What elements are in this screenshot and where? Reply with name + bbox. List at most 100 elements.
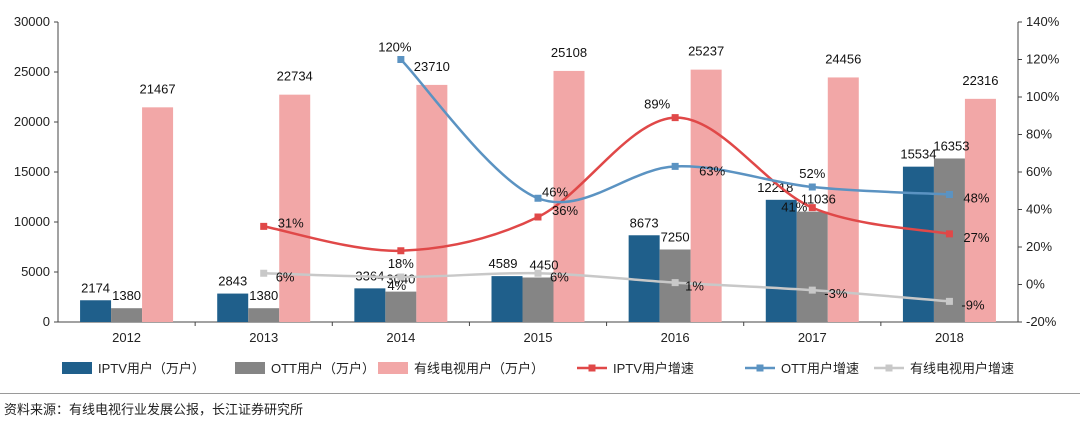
line-point-marker [945, 297, 953, 305]
line-value-label: 48% [963, 191, 989, 206]
bar-value-label: 1380 [249, 288, 278, 303]
left-tick-label: 25000 [14, 64, 50, 79]
line-value-label: 1% [685, 279, 704, 294]
bar-1 [765, 199, 797, 322]
bar-value-label: 25237 [688, 44, 724, 59]
legend-marker [756, 364, 764, 372]
x-tick-label: 2016 [661, 330, 690, 345]
line-point-marker [260, 222, 268, 230]
line-value-label: 4% [387, 278, 406, 293]
right-tick-label: 40% [1026, 202, 1052, 217]
bar-1 [80, 300, 112, 322]
right-tick-label: 140% [1026, 14, 1060, 29]
bar-3 [142, 107, 174, 322]
left-tick-label: 5000 [21, 264, 50, 279]
line-point-marker [945, 230, 953, 238]
bar-value-label: 4450 [530, 258, 559, 273]
line-point-marker [397, 247, 405, 255]
bar-2 [796, 211, 828, 322]
bar-3 [964, 98, 996, 322]
line-value-label: 36% [552, 203, 578, 218]
bar-3 [827, 77, 859, 322]
line-value-label: 31% [278, 215, 304, 230]
line-value-label: -9% [961, 297, 985, 312]
bar-1 [354, 288, 386, 322]
legend-label: OTT用户（万户） [271, 361, 375, 376]
line-value-label: 18% [388, 256, 414, 271]
left-tick-label: 20000 [14, 114, 50, 129]
line-value-label: -3% [824, 286, 848, 301]
line-point-marker [808, 286, 816, 294]
bar-value-label: 24456 [825, 51, 861, 66]
legend-label: IPTV用户增速 [613, 361, 694, 376]
right-tick-label: 60% [1026, 164, 1052, 179]
bar-2 [933, 158, 965, 322]
x-tick-label: 2018 [935, 330, 964, 345]
left-tick-label: 30000 [14, 14, 50, 29]
line-point-marker [671, 279, 679, 287]
bar-value-label: 22316 [962, 73, 998, 88]
line-point-marker [397, 56, 405, 63]
bar-3 [690, 69, 722, 322]
bar-3 [416, 84, 448, 323]
line-value-label: 63% [699, 163, 725, 178]
bar-2 [248, 308, 280, 322]
bar-value-label: 1380 [112, 288, 141, 303]
x-tick-label: 2013 [249, 330, 278, 345]
line-value-label: 6% [550, 269, 569, 284]
right-tick-label: 80% [1026, 127, 1052, 142]
legend-marker [885, 364, 893, 372]
x-tick-label: 2015 [524, 330, 553, 345]
legend-label: IPTV用户（万户） [98, 361, 205, 376]
bar-value-label: 8673 [630, 215, 659, 230]
source-note: 资料来源：有线电视行业发展公报，长江证券研究所 [4, 403, 304, 418]
line-point-marker [671, 162, 679, 170]
bar-value-label: 25108 [551, 45, 587, 60]
chart: 0 5000 10000 15000 20000 25000 30000 -20% 0% 20% 4… [14, 14, 1060, 376]
bar-value-label: 4589 [489, 256, 518, 271]
line-point-marker [397, 273, 405, 281]
legend-swatch [235, 362, 265, 374]
line-point-marker [534, 269, 542, 277]
line-point-marker [945, 191, 953, 198]
right-tick-label: 120% [1026, 52, 1060, 67]
right-tick-label: 20% [1026, 239, 1052, 254]
x-tick-label: 2012 [112, 330, 141, 345]
line-value-label: 46% [542, 184, 568, 199]
line-value-label: 27% [963, 230, 989, 245]
line-value-label: 120% [378, 40, 412, 55]
line-series-2 [399, 58, 950, 204]
legend-label: 有线电视用户增速 [910, 361, 1014, 376]
bar-3 [279, 94, 311, 322]
legend-swatch [62, 362, 92, 374]
bar-value-label: 23710 [414, 59, 450, 74]
line-series-3 [263, 271, 950, 303]
bar-2 [385, 291, 417, 322]
left-tick-label: 15000 [14, 164, 50, 179]
legend-label: OTT用户增速 [781, 361, 859, 376]
line-value-label: 41% [781, 200, 807, 215]
legend-marker [588, 364, 596, 372]
bar-value-label: 15534 [900, 147, 936, 162]
bar-1 [217, 293, 249, 322]
bar-value-label: 21467 [139, 81, 175, 96]
line-value-label: 6% [276, 269, 295, 284]
line-point-marker [534, 194, 542, 202]
right-tick-label: 0% [1026, 277, 1045, 292]
line-point-marker [671, 114, 679, 122]
bar-value-label: 2843 [218, 274, 247, 289]
line-point-marker [808, 183, 816, 191]
left-tick-label: 0 [43, 314, 50, 329]
bar-2 [522, 277, 554, 322]
x-tick-label: 2017 [798, 330, 827, 345]
x-tick-label: 2014 [386, 330, 415, 345]
bar-2 [111, 308, 143, 322]
line-point-marker [534, 213, 542, 221]
right-tick-label: -20% [1026, 314, 1057, 329]
bar-value-label: 11036 [801, 192, 836, 207]
bar-value-label: 2174 [81, 280, 110, 295]
line-value-label: 89% [644, 97, 670, 112]
bar-1 [491, 276, 523, 322]
left-tick-label: 10000 [14, 214, 50, 229]
bar-value-label: 16353 [933, 138, 969, 153]
